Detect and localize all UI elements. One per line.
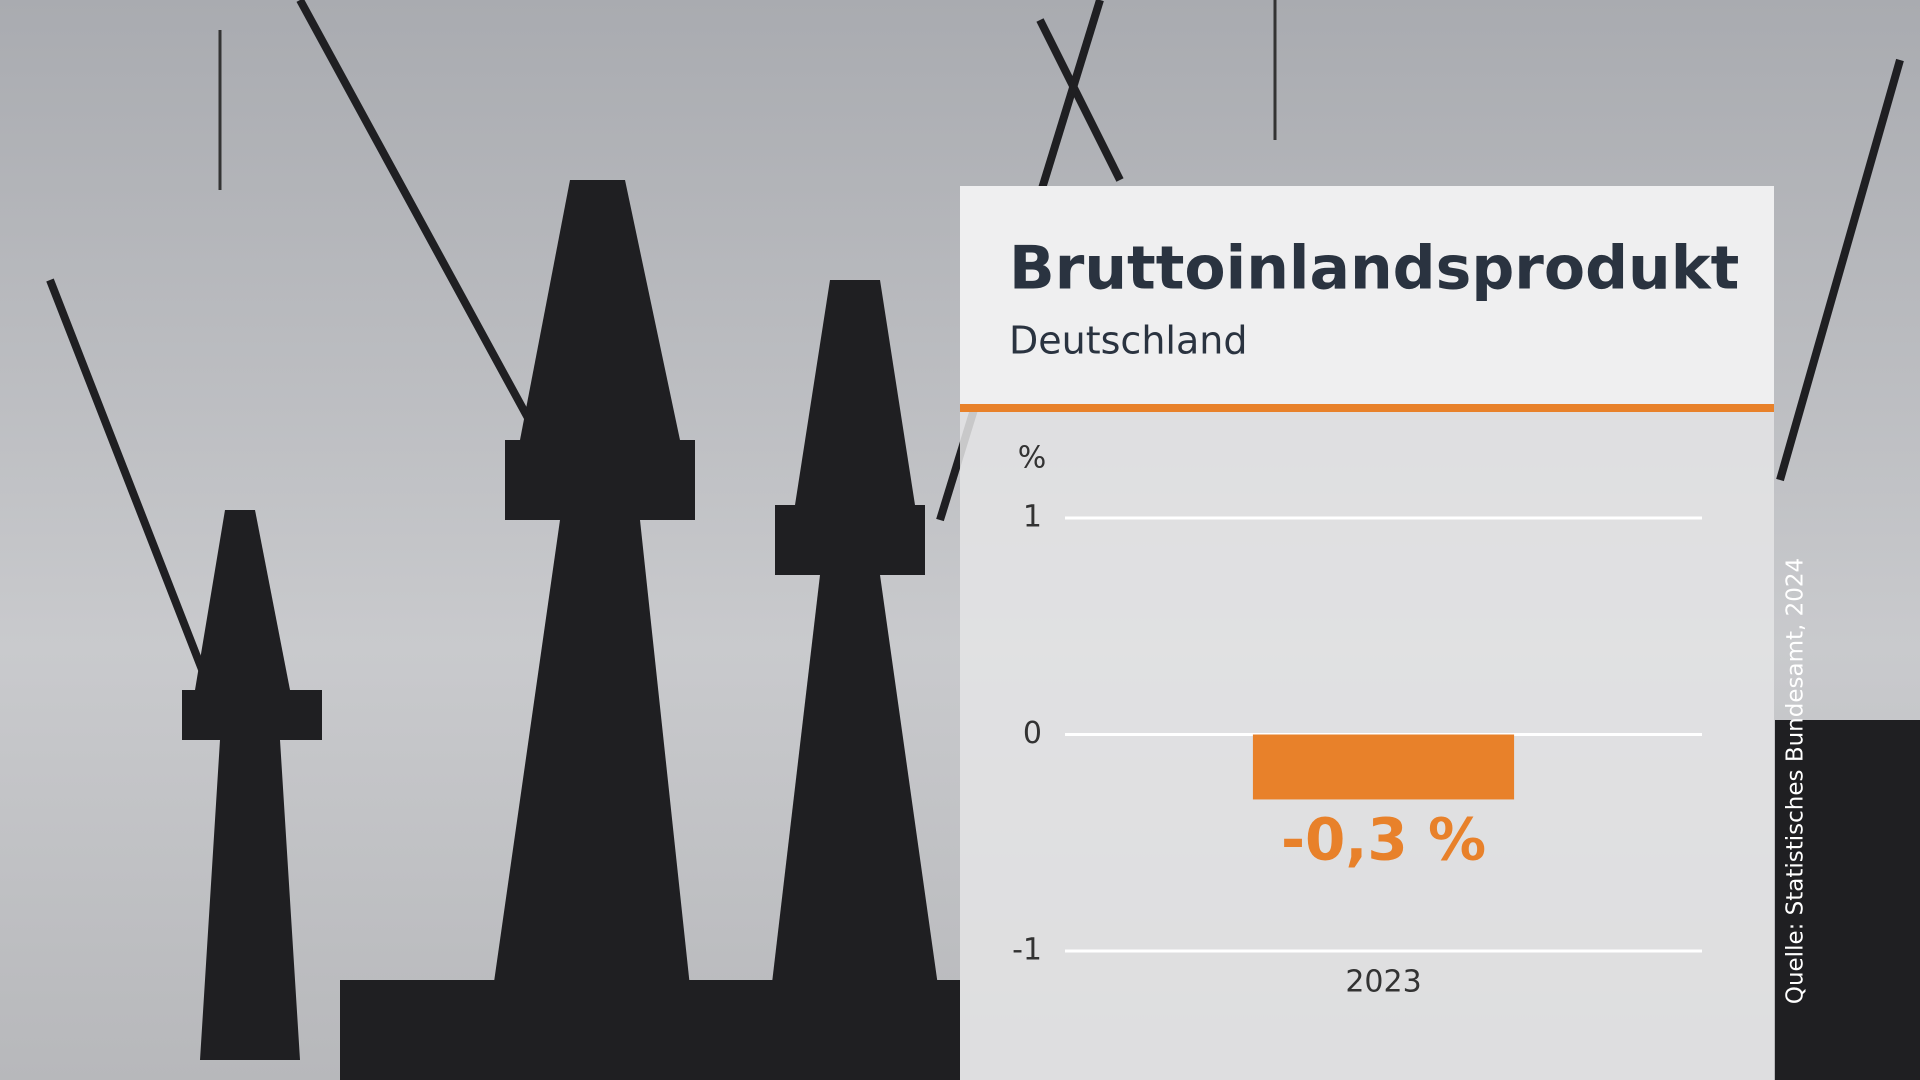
chart-subtitle: Deutschland	[1009, 319, 1247, 363]
y-tick-label: -1	[1012, 933, 1042, 968]
y-axis-label: %	[1018, 441, 1047, 476]
x-tick-label: 2023	[1345, 965, 1421, 1000]
panel-header	[960, 186, 1774, 404]
y-tick-label: 0	[1023, 716, 1042, 751]
chart-panel	[960, 186, 1774, 1080]
value-label: -0,3 %	[1281, 806, 1486, 874]
chart-title: Bruttoinlandsprodukt	[1009, 234, 1739, 304]
y-tick-label: 1	[1023, 500, 1042, 535]
bar	[1252, 734, 1515, 800]
source-note: Quelle: Statistisches Bundesamt, 2024	[1783, 558, 1809, 1004]
accent-line	[960, 404, 1774, 412]
